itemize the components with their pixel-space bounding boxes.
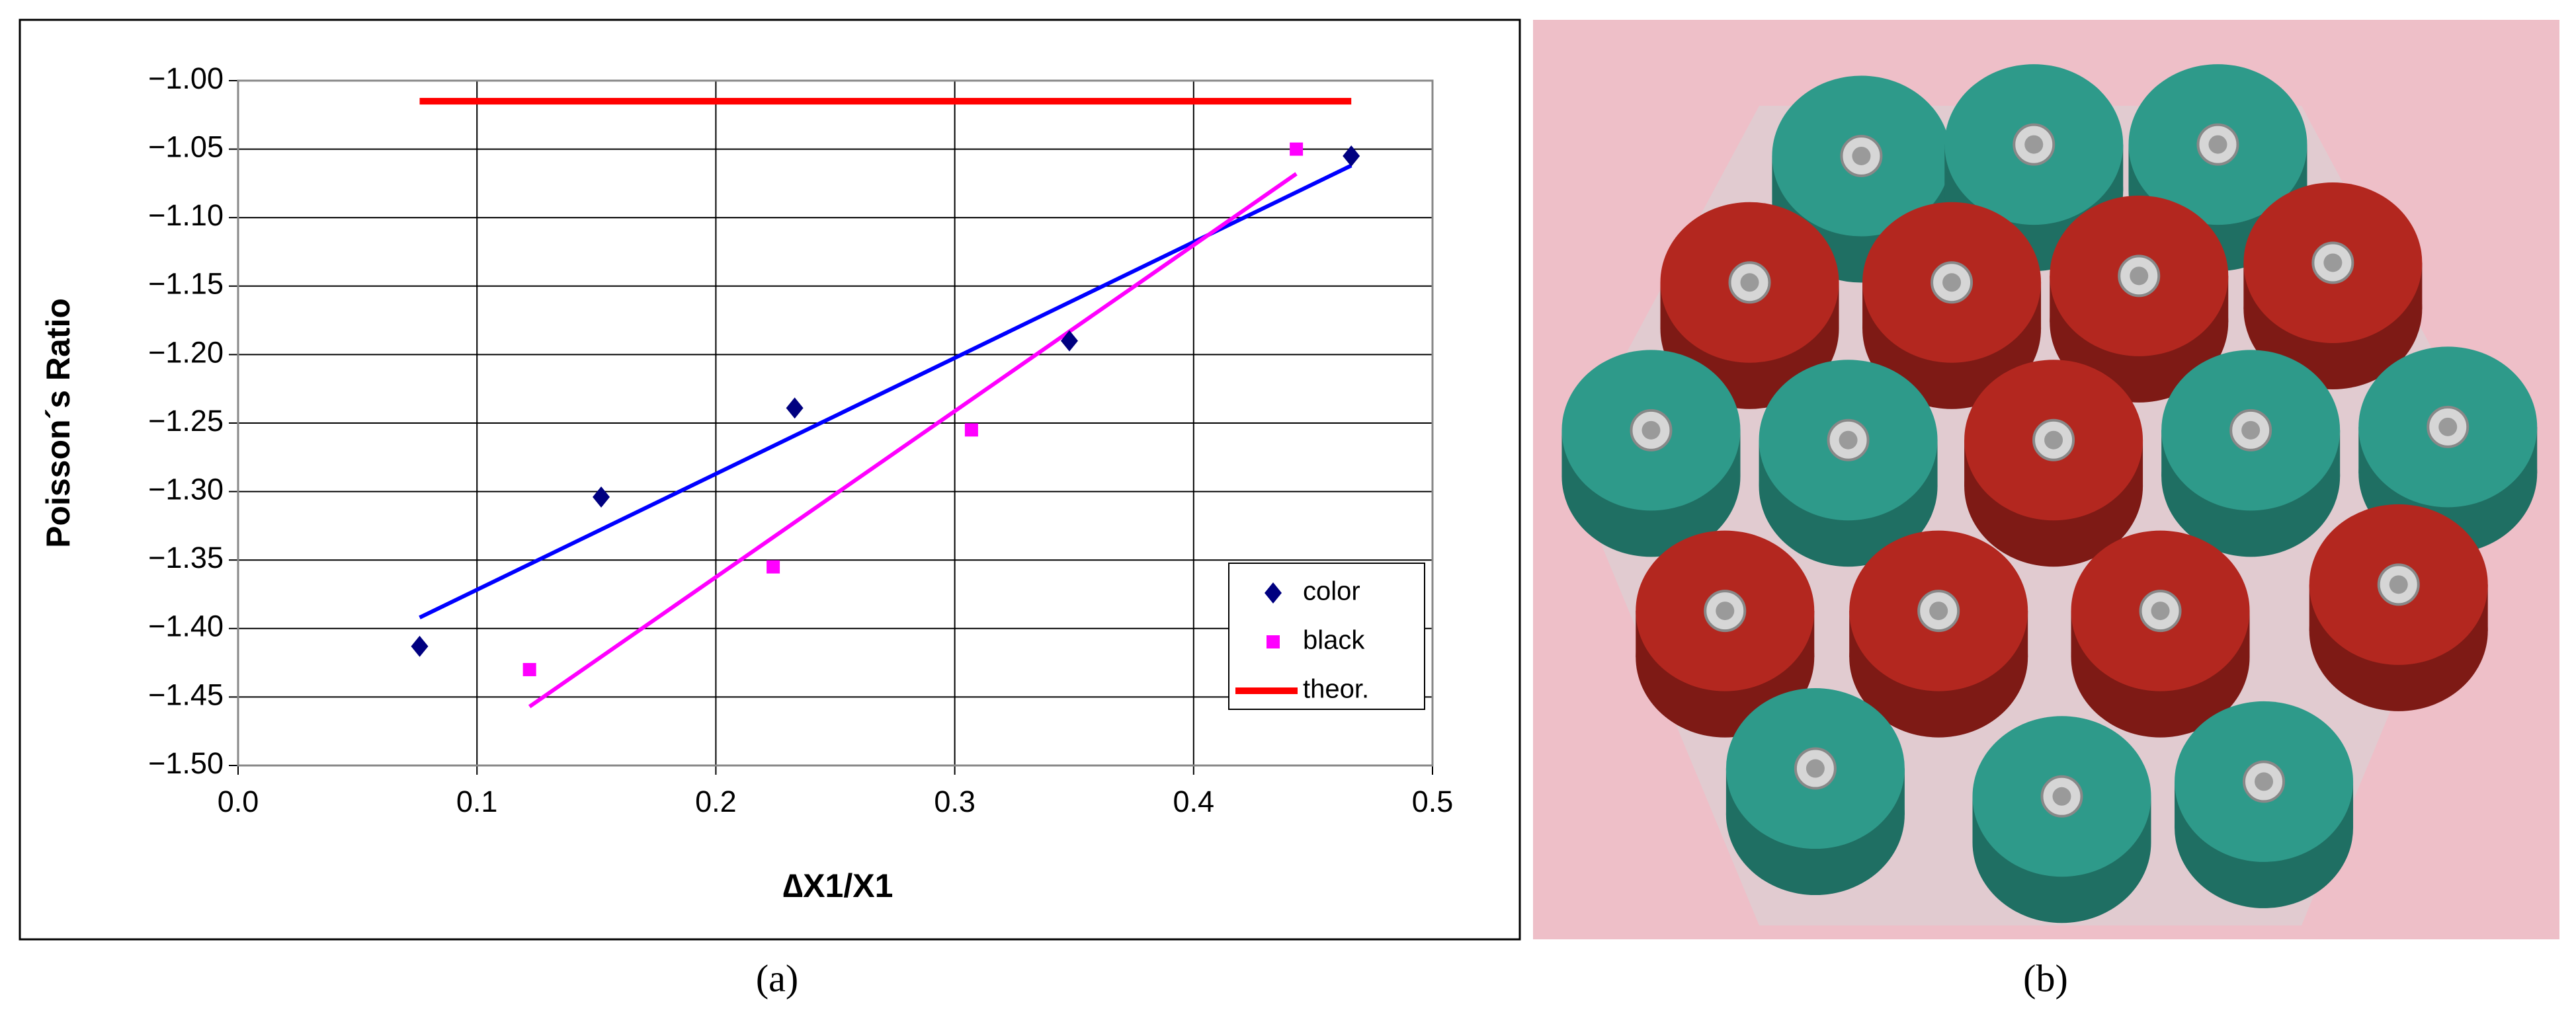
bolt-nut	[2130, 266, 2149, 286]
point	[786, 397, 804, 419]
chart-frame	[19, 19, 1521, 941]
bolt-nut	[2438, 417, 2458, 436]
bolt-nut	[2151, 602, 2170, 621]
y-tick-label: −1.30	[148, 472, 224, 506]
y-tick-label: −1.50	[148, 746, 224, 780]
bolt-nut	[2241, 420, 2261, 440]
caption: (b)	[2023, 957, 2068, 999]
y-tick-label: −1.35	[148, 541, 224, 574]
y-axis-label: Poisson´s Ratio	[40, 298, 77, 548]
x-tick-label: 0.2	[695, 785, 737, 818]
bolt-nut	[1740, 273, 1759, 292]
point	[1343, 145, 1360, 167]
bolt-nut	[1942, 273, 1962, 292]
bolt-nut	[1839, 430, 1858, 450]
bolt-nut	[2044, 430, 2063, 450]
x-tick-label: 0.5	[1412, 785, 1454, 818]
y-tick-label: −1.40	[148, 609, 224, 643]
bolt-nut	[2052, 787, 2071, 806]
bolt-nut	[1852, 146, 1871, 165]
point	[593, 486, 610, 508]
y-tick-label: −1.45	[148, 678, 224, 711]
bolt-nut	[1641, 420, 1661, 440]
chart: −1.50 −1.45 −1.40 −1.35 −1.30 −1.25 −1.20 −1.15…	[40, 61, 1453, 904]
y-tick-label: −1.20	[148, 335, 224, 369]
legend-label: color	[1303, 577, 1360, 606]
caption: (a)	[756, 957, 798, 999]
plot-border	[237, 79, 1434, 767]
y-tick-label: −1.05	[148, 130, 224, 163]
y-tick-label: −1.10	[148, 198, 224, 232]
x-axis-label: ∆X1/X1	[783, 867, 893, 904]
legend-label: theor.	[1303, 675, 1369, 704]
legend-label: black	[1303, 626, 1365, 655]
legend-swatch	[1265, 582, 1282, 604]
y-tick-label: −1.00	[148, 61, 224, 95]
trendline	[419, 163, 1352, 619]
trendline	[528, 172, 1298, 709]
point	[964, 423, 978, 437]
x-tick-label: 0.3	[934, 785, 976, 818]
y-tick-label: −1.25	[148, 404, 224, 438]
point	[1290, 142, 1304, 156]
point	[411, 635, 429, 657]
x-tick-label: 0.1	[456, 785, 498, 818]
legend-box	[1228, 563, 1425, 710]
point	[1060, 330, 1078, 352]
bolt-nut	[2024, 135, 2044, 154]
bolt-nut	[2255, 772, 2274, 791]
bolt-nut	[2208, 135, 2227, 154]
bolt-nut	[1929, 602, 1948, 621]
bolt-nut	[2389, 575, 2408, 594]
x-tick-label: 0.0	[218, 785, 259, 818]
photo	[1533, 20, 2559, 939]
point	[767, 560, 780, 574]
y-tick-label: −1.15	[148, 267, 224, 301]
point	[522, 662, 536, 676]
legend-swatch	[1267, 635, 1280, 648]
bolt-nut	[2323, 253, 2343, 272]
x-tick-label: 0.4	[1173, 785, 1215, 818]
bolt-nut	[1806, 759, 1825, 778]
bolt-nut	[1716, 602, 1735, 621]
